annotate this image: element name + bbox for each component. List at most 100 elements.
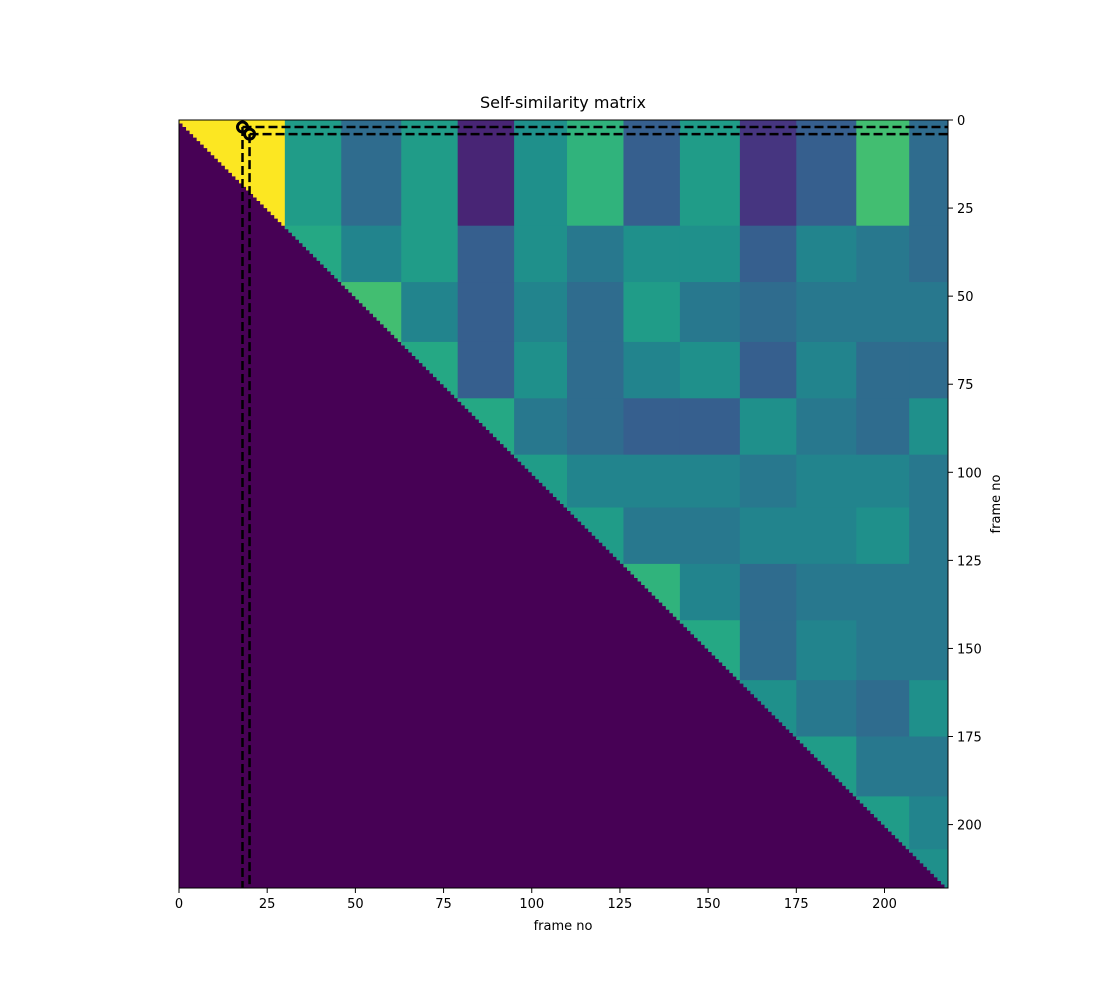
heatmap-cell <box>739 282 797 343</box>
heatmap-cell <box>856 680 910 738</box>
plot-frame <box>178 119 949 889</box>
x-tick-label: 125 <box>608 897 633 912</box>
heatmap-cell <box>457 120 515 227</box>
heatmap-cell <box>679 563 741 621</box>
chart-title: Self-similarity matrix <box>480 93 646 112</box>
heatmap-cell <box>796 398 857 456</box>
heatmap-cell <box>796 680 857 738</box>
heatmap-cell <box>623 120 681 227</box>
x-tick-label: 150 <box>696 897 721 912</box>
y-tick-label: 75 <box>957 378 974 393</box>
x-tick-label: 0 <box>175 897 183 912</box>
heatmap-cell <box>457 225 515 283</box>
heatmap-cell <box>457 341 515 399</box>
heatmap-cell <box>679 282 741 343</box>
heatmap-cell <box>623 398 681 456</box>
x-tick-label: 100 <box>519 897 544 912</box>
heatmap-cell <box>796 507 857 565</box>
heatmap-cell <box>623 341 681 399</box>
heatmap-cell <box>514 341 568 399</box>
heatmap-cell <box>341 120 402 227</box>
heatmap-cell <box>909 620 949 681</box>
heatmap-cell <box>514 225 568 283</box>
heatmap-cell <box>739 398 797 456</box>
heatmap-cell <box>909 563 949 621</box>
heatmap-cell <box>739 507 797 565</box>
heatmap-cell <box>567 341 624 399</box>
heatmap-cell <box>909 282 949 343</box>
heatmap-cell <box>909 736 949 797</box>
heatmap-cell <box>679 507 741 565</box>
heatmap-cell <box>856 225 910 283</box>
heatmap-cell <box>796 454 857 509</box>
heatmap-cell <box>567 454 624 509</box>
heatmap-cell <box>796 620 857 681</box>
x-tick-label: 175 <box>784 897 809 912</box>
y-tick-label: 100 <box>957 466 982 481</box>
heatmap-cell <box>514 282 568 343</box>
y-axis-label: frame no <box>989 475 1004 534</box>
heatmap-cell <box>623 454 681 509</box>
heatmap-cell <box>796 120 857 227</box>
heatmap-cell <box>739 454 797 509</box>
heatmap-cell <box>909 398 949 456</box>
heatmap-cell <box>567 282 624 343</box>
heatmap-cell <box>284 120 342 227</box>
heatmap-cell <box>856 736 910 797</box>
heatmap-cell <box>341 225 402 283</box>
heatmap-cell <box>679 120 741 227</box>
heatmap-cell <box>623 507 681 565</box>
heatmap-cell <box>567 398 624 456</box>
heatmap-cell <box>401 120 459 227</box>
heatmap-cell <box>909 225 949 283</box>
y-tick-label: 0 <box>957 114 965 129</box>
heatmap-cell <box>909 454 949 509</box>
y-tick-label: 125 <box>957 554 982 569</box>
heatmap-cell <box>623 282 681 343</box>
heatmap-cell <box>739 563 797 621</box>
heatmap-cell <box>796 225 857 283</box>
x-tick-label: 200 <box>872 897 897 912</box>
heatmap-cell <box>856 341 910 399</box>
heatmap-cell <box>739 120 797 227</box>
heatmap-cell <box>457 282 515 343</box>
heatmap-cell <box>739 225 797 283</box>
highlight-marker <box>243 127 257 141</box>
heatmap-cell <box>796 282 857 343</box>
heatmap-cell <box>567 225 624 283</box>
heatmap-cell <box>909 680 949 738</box>
heatmap-cell <box>739 620 797 681</box>
heatmap-cell <box>856 120 910 227</box>
x-axis-label: frame no <box>534 919 593 934</box>
heatmap-cell <box>796 563 857 621</box>
heatmap-cell <box>401 282 459 343</box>
heatmap-cell <box>909 120 949 227</box>
y-tick-label: 200 <box>957 819 982 834</box>
heatmap-cell <box>567 120 624 227</box>
highlight-marker <box>235 120 249 134</box>
heatmap-cell <box>514 120 568 227</box>
heatmap-cell <box>679 454 741 509</box>
heatmap-cell <box>909 507 949 565</box>
heatmap-cell <box>856 563 910 621</box>
masked-lower-triangle <box>179 120 945 888</box>
heatmap-cell <box>856 398 910 456</box>
heatmap-cell <box>623 225 681 283</box>
heatmap-cell <box>856 507 910 565</box>
x-tick-label: 50 <box>347 897 364 912</box>
x-tick-label: 25 <box>259 897 276 912</box>
heatmap-cell <box>856 282 910 343</box>
heatmap-cell <box>679 225 741 283</box>
heatmap-cell <box>856 620 910 681</box>
heatmap-cell <box>401 225 459 283</box>
y-tick-label: 150 <box>957 642 982 657</box>
heatmap-cell <box>856 454 910 509</box>
x-tick-label: 75 <box>435 897 452 912</box>
heatmap-cell <box>739 341 797 399</box>
heatmap-cell <box>679 398 741 456</box>
heatmap-cell <box>514 398 568 456</box>
y-tick-label: 25 <box>957 202 974 217</box>
heatmap-cell <box>796 341 857 399</box>
